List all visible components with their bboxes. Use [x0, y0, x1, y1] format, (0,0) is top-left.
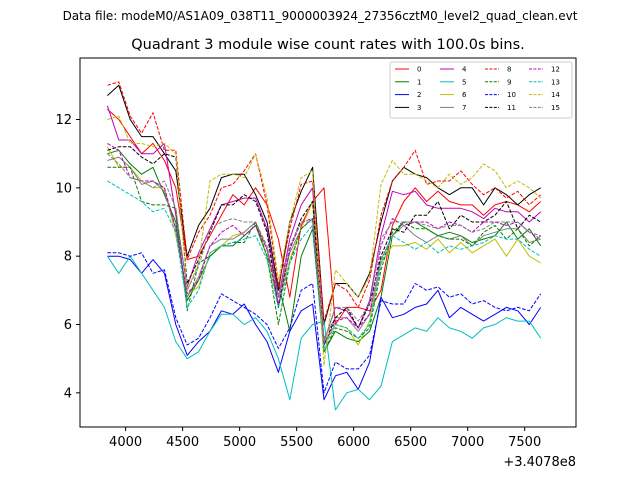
- legend-item-7: 7: [440, 104, 466, 112]
- legend-label: 11: [507, 104, 516, 112]
- x-tick-label: 6000: [337, 435, 370, 450]
- legend-item-11: 11: [485, 104, 516, 112]
- legend-item-10: 10: [485, 91, 516, 99]
- legend-box: [389, 61, 573, 119]
- y-axis-ticks: 4 6 8 10 12: [55, 113, 80, 401]
- legend-item-4: 4: [440, 66, 467, 74]
- legend-label: 2: [417, 91, 421, 99]
- legend-label: 1: [417, 78, 421, 86]
- legend-label: 5: [462, 78, 466, 86]
- series-line-2: [107, 255, 542, 401]
- series-line-10: [107, 252, 542, 394]
- series-line-15: [107, 153, 541, 343]
- x-tick-label: 7500: [508, 435, 541, 450]
- y-tick-label: 12: [55, 113, 72, 128]
- x-axis-offset-label: +3.4078e8: [503, 455, 576, 470]
- series-layer: [106, 81, 542, 411]
- legend-label: 15: [551, 104, 560, 112]
- series-line-0: [107, 108, 542, 325]
- legend-label: 3: [417, 104, 421, 112]
- legend-label: 8: [507, 66, 511, 74]
- x-tick-label: 4000: [109, 435, 142, 450]
- legend-label: 14: [551, 91, 560, 99]
- legend-label: 10: [507, 91, 516, 99]
- legend-item-6: 6: [440, 91, 467, 99]
- legend-item-9: 9: [485, 78, 511, 86]
- series-line-14: [107, 115, 542, 366]
- legend-item-8: 8: [485, 66, 511, 74]
- legend-label: 0: [417, 66, 421, 74]
- legend-item-15: 15: [529, 104, 560, 112]
- legend-item-14: 14: [529, 91, 560, 99]
- legend-label: 9: [507, 78, 511, 86]
- series-line-13: [107, 180, 541, 349]
- x-tick-label: 5000: [223, 435, 256, 450]
- x-tick-label: 5500: [280, 435, 313, 450]
- y-tick-label: 6: [64, 318, 72, 333]
- chart-title: Quadrant 3 module wise count rates with …: [131, 37, 525, 53]
- legend-item-13: 13: [529, 78, 560, 86]
- x-tick-label: 7000: [451, 435, 484, 450]
- y-tick-label: 4: [64, 386, 72, 401]
- legend-item-2: 2: [395, 91, 421, 99]
- series-line-9: [107, 166, 542, 353]
- legend-item-12: 12: [529, 66, 560, 74]
- legend-label: 7: [462, 104, 466, 112]
- x-tick-label: 4500: [166, 435, 199, 450]
- y-tick-label: 10: [55, 181, 72, 196]
- x-axis-ticks: 4000 4500 5000 5500 6000 6500 7000 7500: [109, 427, 541, 450]
- y-tick-label: 8: [64, 250, 72, 265]
- legend-item-3: 3: [395, 104, 421, 112]
- legend-label: 12: [551, 66, 560, 74]
- legend-label: 13: [551, 78, 560, 86]
- legend-label: 6: [462, 91, 467, 99]
- legend-item-5: 5: [440, 78, 466, 86]
- axes-frame: [79, 57, 577, 428]
- legend-label: 4: [462, 66, 467, 74]
- legend-item-1: 1: [395, 78, 421, 86]
- legend-item-0: 0: [395, 66, 421, 74]
- x-tick-label: 6500: [394, 435, 427, 450]
- chart-suptitle: Data file: modeM0/AS1A09_038T11_90000039…: [63, 9, 578, 23]
